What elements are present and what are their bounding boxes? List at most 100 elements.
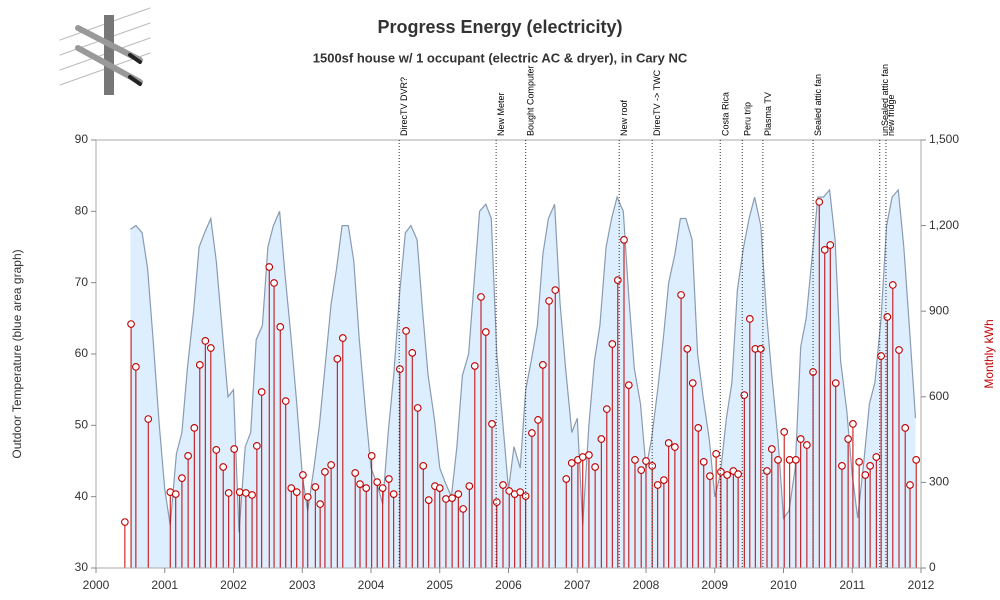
needle-marker (333, 355, 342, 363)
y-axis-title: Outdoor Temperature (blue area graph) (10, 249, 24, 458)
needle-marker (861, 471, 870, 479)
needle-marker (356, 480, 364, 488)
needle-marker (362, 484, 371, 492)
needle-marker (230, 445, 239, 453)
needle-marker (378, 484, 387, 492)
chart-subtitle: 1500sf house w/ 1 occupant (electric AC … (313, 50, 688, 65)
needle-marker (257, 388, 266, 396)
y2-tick-label: 0 (929, 560, 936, 574)
needle-marker (270, 279, 278, 287)
needle-marker (717, 467, 725, 476)
needle-marker (877, 352, 885, 360)
plot-area (121, 188, 921, 568)
x-tick-label: 2001 (151, 578, 178, 592)
needle-marker (855, 458, 863, 466)
needle-marker (242, 489, 250, 497)
needle-marker (815, 198, 824, 206)
x-tick-label: 2000 (83, 578, 110, 592)
needle-marker (631, 456, 639, 464)
needle-marker (734, 470, 742, 478)
needle-marker (699, 458, 708, 466)
needle-marker (287, 484, 296, 492)
needle-marker (763, 467, 771, 475)
x-tick-label: 2006 (495, 578, 522, 592)
needle-marker (888, 281, 897, 289)
needle-marker (712, 450, 720, 458)
x-tick-label: 2005 (426, 578, 453, 592)
needle-marker (321, 467, 329, 476)
annotation-label: DirecTV -> TWC (652, 69, 662, 136)
needle-marker (780, 428, 789, 436)
needle-marker (292, 488, 301, 496)
needle-marker (219, 463, 228, 471)
temperature-area (130, 189, 916, 568)
y-tick-label: 60 (75, 346, 89, 360)
needle-marker (826, 241, 835, 249)
needle-marker (637, 466, 646, 474)
needle-marker (660, 476, 668, 484)
needle-marker (127, 320, 135, 328)
needle-marker (872, 453, 881, 461)
needle-marker (671, 443, 679, 451)
needle-marker (499, 481, 507, 489)
x-tick-label: 2011 (839, 578, 865, 592)
needle-marker (477, 293, 485, 301)
needle-marker (389, 490, 398, 498)
annotation-label: Plasma TV (763, 92, 773, 136)
needle-marker (408, 349, 417, 357)
needle-marker (608, 340, 617, 348)
needle-marker (844, 435, 852, 443)
needle-marker (448, 494, 456, 502)
needle-marker (551, 286, 560, 294)
y-tick-label: 80 (75, 204, 89, 218)
annotation-label: unSealed attic fan (880, 64, 890, 136)
needle-marker (351, 469, 360, 477)
needle-marker (195, 360, 204, 369)
needle-marker (756, 345, 765, 353)
y-tick-label: 90 (75, 132, 89, 146)
needle-marker (367, 452, 376, 460)
x-tick-label: 2010 (770, 578, 797, 592)
needle-marker (774, 456, 782, 464)
needle-marker (694, 424, 703, 432)
needle-marker (591, 463, 599, 471)
y2-tick-label: 1,200 (929, 218, 959, 232)
needle-marker (792, 456, 800, 464)
needle-marker (385, 475, 393, 483)
needle-marker (578, 453, 587, 461)
needle-marker (201, 337, 210, 345)
needle-marker (206, 344, 215, 352)
needle-marker (488, 420, 496, 428)
x-tick-label: 2012 (908, 578, 935, 592)
chart-title: Progress Energy (electricity) (377, 17, 622, 37)
y2-tick-label: 1,500 (929, 132, 959, 146)
y-tick-label: 70 (75, 275, 89, 289)
needle-marker (767, 445, 776, 453)
needle-marker (677, 291, 685, 299)
needle-marker (454, 490, 463, 498)
needle-marker (820, 246, 829, 254)
needle-marker (492, 498, 501, 506)
annotation-label: Peru trip (742, 102, 752, 136)
x-tick-label: 2004 (358, 578, 385, 592)
y2-tick-label: 600 (929, 389, 949, 403)
needle-marker (545, 297, 553, 305)
needle-marker (585, 451, 593, 459)
needle-marker (481, 328, 490, 336)
needle-marker (683, 345, 692, 353)
needle-marker (624, 381, 633, 389)
needle-marker (539, 360, 547, 369)
needle-marker (171, 490, 180, 498)
needle-marker (299, 471, 307, 479)
needle-marker (311, 483, 320, 491)
needle-marker (459, 505, 467, 513)
annotation-label: Sealed attic fan (813, 74, 823, 136)
annotation-label: New Meter (496, 92, 506, 136)
needle-marker (465, 482, 474, 490)
y-tick-label: 50 (75, 418, 89, 432)
needle-marker (796, 435, 805, 443)
needle-marker (706, 472, 714, 480)
needle-marker (276, 323, 285, 331)
needle-marker (212, 446, 221, 454)
